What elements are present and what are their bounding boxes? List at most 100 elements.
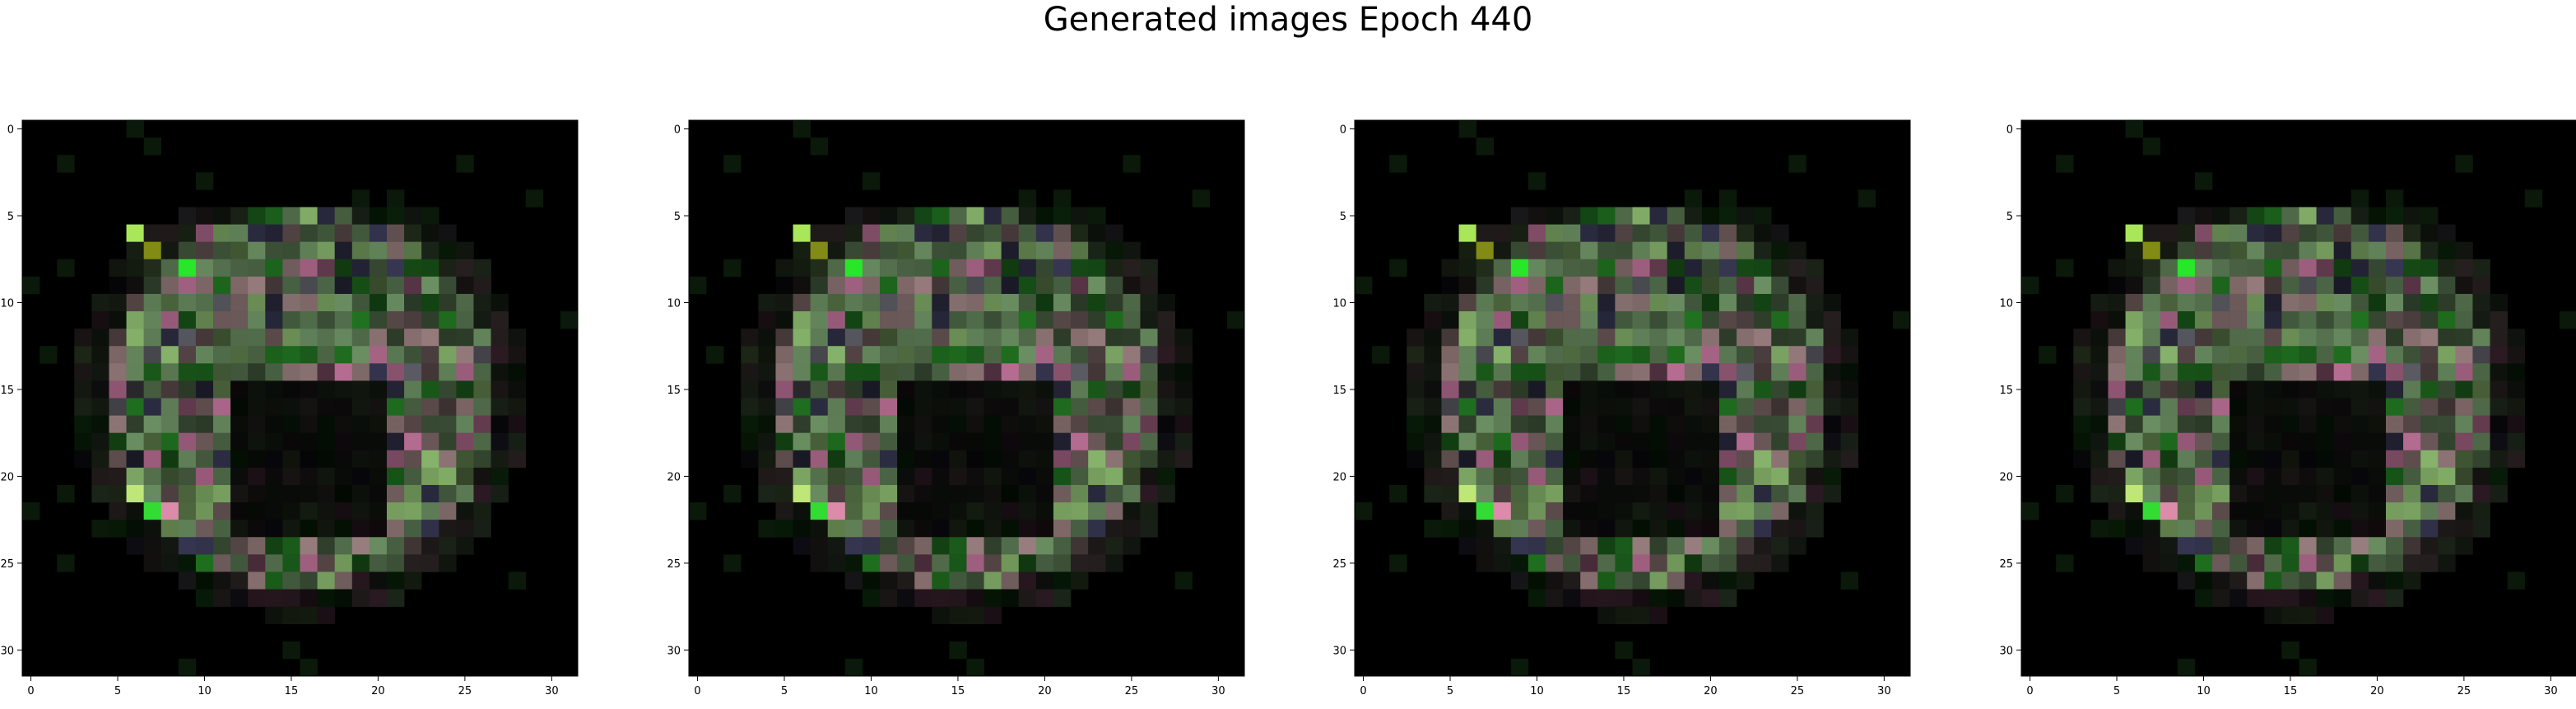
pixel <box>1140 502 1158 520</box>
pixel <box>2212 554 2230 572</box>
pixel <box>74 415 92 433</box>
pixel <box>265 259 283 278</box>
pixel <box>300 484 318 503</box>
pixel <box>300 554 318 572</box>
pixel <box>1649 571 1667 590</box>
pixel <box>126 467 144 486</box>
pixel <box>74 329 92 347</box>
pixel <box>932 224 950 242</box>
pixel <box>421 293 439 312</box>
pixel <box>2177 432 2196 451</box>
pixel <box>1737 502 1755 520</box>
pixel <box>491 484 509 503</box>
pixel <box>810 484 829 503</box>
pixel <box>897 554 915 572</box>
pixel <box>1157 346 1175 364</box>
pixel <box>317 571 335 590</box>
pixel <box>369 311 388 329</box>
pixel <box>1441 450 1459 469</box>
pixel <box>1615 520 1633 538</box>
pixel <box>2403 502 2421 520</box>
pixel <box>2108 467 2126 486</box>
pixel <box>1649 363 1667 381</box>
pixel <box>1476 554 1495 572</box>
pixel <box>230 380 249 399</box>
pixel <box>2212 380 2230 399</box>
pixel <box>775 293 793 312</box>
pixel <box>2264 380 2282 399</box>
pixel <box>914 259 932 278</box>
pixel <box>351 432 370 451</box>
pixel <box>160 224 179 242</box>
pixel <box>1088 415 1106 433</box>
pixel <box>793 450 811 469</box>
pixel <box>2368 520 2387 538</box>
pixel <box>1493 241 1512 260</box>
pixel <box>369 363 388 381</box>
pixel <box>949 554 967 572</box>
pixel <box>404 380 422 399</box>
pixel <box>844 276 863 295</box>
pixel <box>1105 450 1123 469</box>
pixel <box>844 380 863 399</box>
pixel <box>195 520 214 538</box>
pixel <box>880 241 898 260</box>
pixel <box>1071 537 1089 555</box>
pixel <box>880 415 898 433</box>
pixel <box>1840 363 1859 381</box>
pixel <box>248 293 266 312</box>
pixel <box>1527 554 1546 572</box>
pixel <box>1053 311 1072 329</box>
pixel <box>2230 589 2248 607</box>
pixel <box>2403 207 2421 225</box>
pixel <box>1035 259 1054 278</box>
pixel <box>2230 380 2248 399</box>
pixel <box>300 276 318 295</box>
pixel <box>473 311 491 329</box>
pixel <box>793 380 811 399</box>
pixel <box>265 293 283 312</box>
pixel <box>793 432 811 451</box>
pixel <box>844 224 863 242</box>
pixel <box>74 432 92 451</box>
pixel <box>439 432 457 451</box>
pixel <box>1563 415 1581 433</box>
pixel <box>1701 363 1720 381</box>
pixel <box>300 415 318 433</box>
pixel <box>1407 329 1425 347</box>
pixel <box>1684 537 1703 555</box>
pixel <box>2333 293 2352 312</box>
y-tick-label: 30 <box>1999 645 2013 657</box>
pixel <box>2350 415 2369 433</box>
pixel <box>265 398 283 416</box>
pixel <box>1771 241 1789 260</box>
pixel <box>178 276 197 295</box>
pixel <box>2230 554 2248 572</box>
pixel <box>741 398 759 416</box>
pixel <box>1493 537 1512 555</box>
pixel <box>300 311 318 329</box>
pixel <box>949 293 967 312</box>
pixel <box>1580 311 1598 329</box>
pixel <box>1701 415 1720 433</box>
pixel <box>369 432 388 451</box>
pixel <box>230 415 249 433</box>
pixel <box>2403 450 2421 469</box>
pixel <box>2247 259 2265 278</box>
pixel <box>1701 537 1720 555</box>
pixel <box>1684 207 1703 225</box>
pixel <box>1174 363 1193 381</box>
pixel <box>2247 537 2265 555</box>
pixel <box>1510 293 1529 312</box>
pixel <box>2194 415 2213 433</box>
pixel <box>143 484 162 503</box>
x-tick-label: 0 <box>1360 685 1366 697</box>
pixel <box>1458 415 1476 433</box>
pixel <box>2194 346 2213 364</box>
pixel <box>1355 276 1373 295</box>
pixel <box>2368 554 2387 572</box>
pixel <box>2455 329 2473 347</box>
y-tick-label: 10 <box>0 297 14 310</box>
pixel <box>248 537 266 555</box>
pixel <box>1788 293 1806 312</box>
